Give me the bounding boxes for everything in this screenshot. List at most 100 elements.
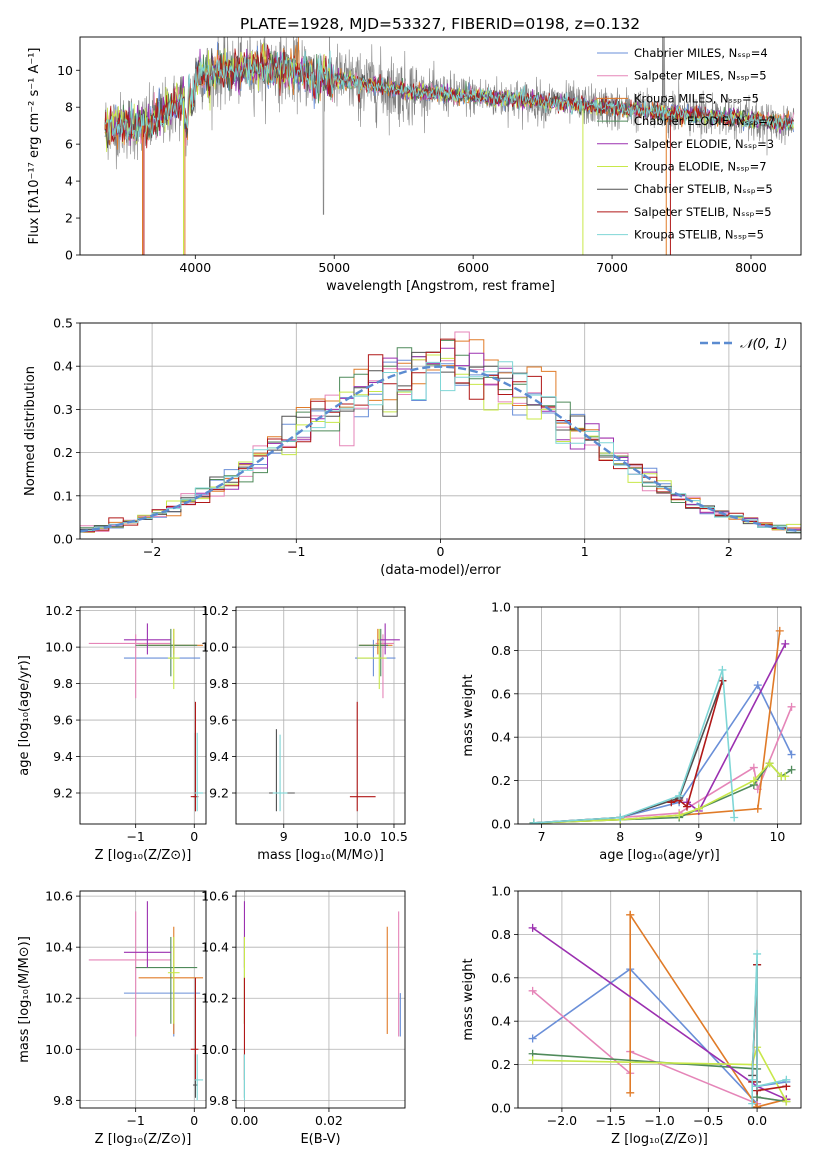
x-axis-label: wavelength [Angstrom, rest frame] <box>326 279 555 294</box>
x-tick-label: 0.02 <box>315 1113 343 1128</box>
y-axis-label: age [log₁₀(age/yr)] <box>17 655 32 776</box>
x-tick-label: −2 <box>143 544 161 559</box>
weight-marker <box>616 813 625 822</box>
y-tick-label: 0.6 <box>491 970 511 985</box>
x-tick-label: 9 <box>695 829 703 844</box>
residuals-plot-area <box>80 331 801 534</box>
weight-marker <box>749 763 758 772</box>
weight-marker <box>787 750 796 759</box>
x-tick-label: 1 <box>581 544 589 559</box>
age_vs_Z-frame <box>79 606 207 825</box>
x-tick-label: 2 <box>725 544 733 559</box>
weight-marker <box>765 759 774 768</box>
y-tick-label: 10.0 <box>45 640 73 655</box>
y-tick-label: 0.0 <box>491 1101 511 1116</box>
normal-reference-curve <box>80 365 799 533</box>
x-tick-label: −2.0 <box>547 1113 577 1128</box>
y-tick-label: 0.4 <box>53 359 73 374</box>
mass_vs_ebv-frame <box>235 890 406 1109</box>
x-tick-label: 4000 <box>179 260 211 275</box>
y-tick-label: 9.6 <box>53 713 73 728</box>
y-tick-label: 0.4 <box>491 730 511 745</box>
y-tick-label: 10.2 <box>201 991 229 1006</box>
legend-entry: Kroupa STELIB, Nₛₛₚ=5 <box>634 228 764 242</box>
x-tick-label: 0 <box>190 829 198 844</box>
weight-marker <box>748 1075 757 1084</box>
legend-entry: Salpeter MILES, Nₛₛₚ=5 <box>634 69 767 83</box>
age_vs_mass-frame <box>235 606 406 825</box>
spectrum-model-line <box>104 50 794 141</box>
weight-marker <box>528 1034 537 1043</box>
y-tick-label: 0.8 <box>491 927 511 942</box>
weight-marker <box>753 804 762 813</box>
y-tick-label: 0.3 <box>53 402 73 417</box>
legend-entry: 𝒩(0, 1) <box>740 337 787 352</box>
weight-marker <box>528 986 537 995</box>
y-tick-label: 0.0 <box>53 532 73 547</box>
weight-marker <box>753 949 762 958</box>
y-tick-label: 9.8 <box>209 1093 229 1108</box>
x-tick-label: −0.5 <box>693 1113 723 1128</box>
y-tick-label: 0.1 <box>53 488 73 503</box>
y-tick-label: 6 <box>65 137 73 152</box>
weight_vs_age-frame <box>517 606 802 825</box>
weight-marker <box>683 802 692 811</box>
x-tick-label: −1 <box>287 544 305 559</box>
weight-marker <box>718 665 727 674</box>
y-tick-label: 9.4 <box>53 749 73 764</box>
legend-entry: Kroupa ELODIE, Nₛₛₚ=7 <box>634 160 767 174</box>
y-tick-label: 0.4 <box>491 1014 511 1029</box>
x-tick-label: 0 <box>190 1113 198 1128</box>
y-tick-label: 9.8 <box>53 676 73 691</box>
x-tick-label: −1.5 <box>596 1113 626 1128</box>
weight-marker <box>730 813 739 822</box>
weight-marker <box>748 1099 757 1108</box>
x-tick-label: 10 <box>769 829 785 844</box>
y-tick-label: 9.8 <box>209 676 229 691</box>
weight-marker <box>626 1088 635 1097</box>
y-axis-label: mass weight <box>461 958 476 1040</box>
y-tick-label: 0.5 <box>53 316 73 331</box>
spectrum-legend: Chabrier MILES, Nₛₛₚ=4 Salpeter MILES, Nₛ… <box>597 46 775 242</box>
weight_vs_Z-frame <box>517 890 802 1109</box>
x-tick-label: 10.0 <box>343 829 371 844</box>
y-tick-label: 10.6 <box>201 889 229 904</box>
x-tick-label: 7 <box>538 829 546 844</box>
y-tick-label: 9.6 <box>209 713 229 728</box>
y-tick-label: 9.2 <box>209 786 229 801</box>
y-tick-label: 9.8 <box>53 1093 73 1108</box>
x-tick-label: 0 <box>437 544 445 559</box>
weight-marker <box>753 1082 762 1091</box>
y-tick-label: 0.2 <box>53 445 73 460</box>
y-tick-label: 8 <box>65 100 73 115</box>
y-tick-label: 10.6 <box>45 889 73 904</box>
y-tick-label: 10.0 <box>201 640 229 655</box>
residual-histogram <box>80 338 801 533</box>
residuals-legend: 𝒩(0, 1) <box>700 337 787 352</box>
y-axis-label: Flux [fλ10⁻¹⁷ erg cm⁻² s⁻¹ A⁻¹] <box>27 48 42 245</box>
x-tick-label: 8 <box>616 829 624 844</box>
age_vs_Z-plot-area <box>88 623 204 812</box>
y-tick-label: 0.2 <box>491 1057 511 1072</box>
legend-entry: Salpeter ELODIE, Nₛₛₚ=3 <box>634 137 774 151</box>
x-tick-label: 7000 <box>596 260 628 275</box>
y-tick-label: 0.2 <box>491 773 511 788</box>
x-axis-label: age [log₁₀(age/yr)] <box>599 848 720 863</box>
legend-entry: Chabrier ELODIE, Nₛₛₚ=7 <box>634 114 775 128</box>
spectrum-axes: 4000 5000 6000 7000 8000 0 2 4 6 8 10 wavelength [A… <box>27 48 767 295</box>
x-tick-label: −1 <box>126 829 144 844</box>
weight-marker <box>787 702 796 711</box>
weight-marker <box>782 1075 791 1084</box>
y-tick-label: 4 <box>65 174 73 189</box>
weight-marker <box>528 1056 537 1065</box>
legend-entry: Salpeter STELIB, Nₛₛₚ=5 <box>634 205 772 219</box>
x-axis-label: E(B-V) <box>300 1132 340 1147</box>
weight-marker <box>775 626 784 635</box>
y-tick-label: 10.4 <box>201 940 229 955</box>
residuals-frame <box>79 322 802 540</box>
weight_vs_Z-plot-area <box>528 910 791 1108</box>
x-axis-label: Z [log₁₀(Z/Z⊙)] <box>611 1132 708 1147</box>
weight-marker <box>675 811 684 820</box>
x-axis-label: (data-model)/error <box>380 563 501 578</box>
